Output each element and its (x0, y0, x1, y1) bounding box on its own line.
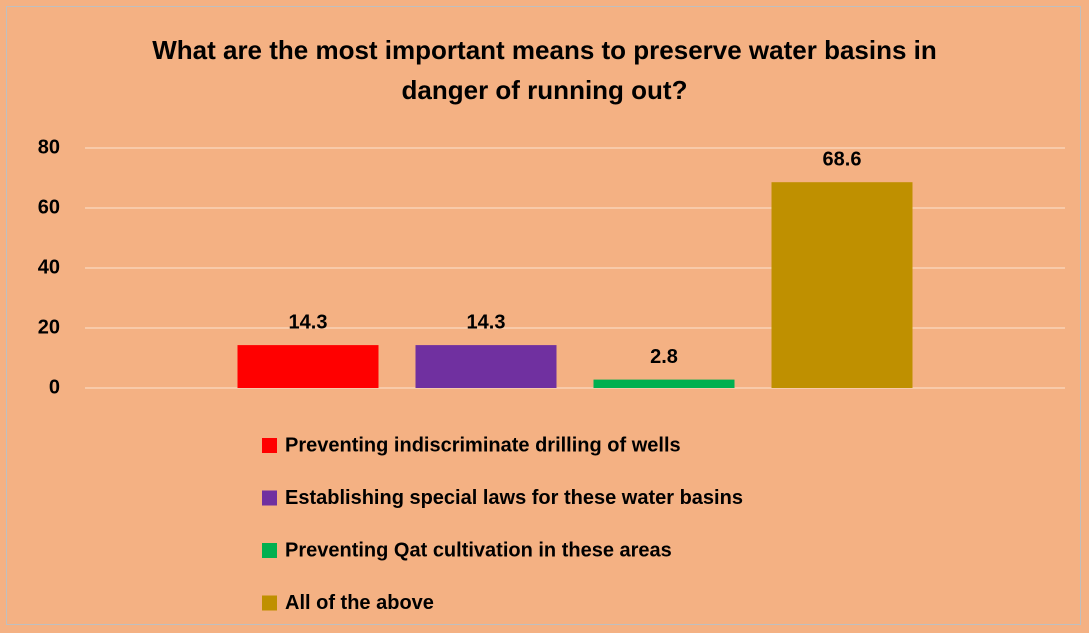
legend-label: All of the above (285, 592, 434, 614)
bar (593, 379, 735, 388)
data-label: 2.8 (650, 346, 678, 368)
data-label: 14.3 (467, 311, 506, 333)
y-tick-label: 0 (49, 376, 60, 398)
y-tick-label: 60 (38, 196, 60, 218)
y-tick-label: 40 (38, 256, 60, 278)
legend-swatch (262, 490, 277, 506)
chart-border (6, 6, 1081, 625)
legend-label: Preventing Qat cultivation in these area… (285, 539, 672, 561)
data-label: 14.3 (289, 311, 328, 333)
legend-label: Preventing indiscriminate drilling of we… (285, 434, 681, 456)
bar (415, 345, 557, 388)
data-label: 68.6 (823, 148, 862, 170)
bar (771, 182, 913, 388)
legend-swatch (262, 438, 277, 453)
legend-swatch (262, 543, 277, 558)
y-tick-label: 80 (38, 136, 60, 158)
y-tick-label: 20 (38, 316, 60, 338)
bar (237, 345, 379, 388)
chart-title: What are the most important means to pre… (152, 35, 937, 105)
legend-swatch (262, 595, 277, 611)
legend-label: Establishing special laws for these wate… (285, 487, 743, 509)
